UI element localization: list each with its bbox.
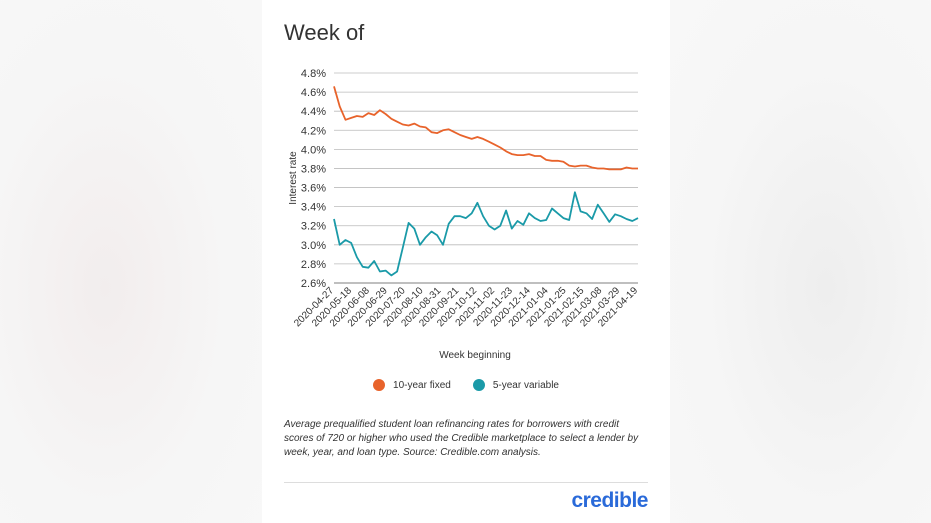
legend-item-fixed[interactable]: 10-year fixed — [373, 379, 451, 391]
y-tick-label: 4.6% — [301, 87, 326, 99]
y-tick-label: 3.2% — [301, 221, 326, 233]
y-tick-label: 4.4% — [301, 106, 326, 118]
grid-lines — [334, 72, 638, 284]
y-tick-label: 3.4% — [301, 202, 326, 214]
y-tick-label: 3.8% — [301, 163, 326, 175]
legend-dot-icon — [472, 379, 485, 391]
background-left — [0, 0, 262, 523]
y-tick-label: 4.0% — [301, 144, 326, 156]
y-axis-label: Interest rate — [288, 151, 299, 205]
y-tick-label: 3.6% — [301, 183, 326, 195]
y-tick-label: 3.0% — [301, 240, 326, 252]
chart-caption: Average prequalified student loan refina… — [284, 419, 639, 458]
legend-label-fixed: 10-year fixed — [393, 379, 451, 391]
background-right — [669, 0, 931, 523]
x-axis-label: Week beginning — [439, 350, 511, 361]
credible-logo[interactable]: credible — [571, 489, 648, 512]
divider — [284, 482, 648, 483]
series-line-10-year-fixed[interactable] — [333, 86, 638, 171]
chart-title: Week of — [284, 20, 365, 45]
chart-card: Week of 4.8% 4.6% 4.4% 4.2% 4.0% 3.8% 3.6% 3.4%… — [262, 0, 670, 523]
legend-dot-icon — [373, 379, 386, 391]
line-chart: 4.8% 4.6% 4.4% 4.2% 4.0% 3.8% 3.6% 3.4% 3.2% 3.0%… — [288, 68, 640, 361]
y-tick-label: 2.8% — [301, 259, 326, 271]
series-lines — [333, 86, 639, 277]
legend-item-variable[interactable]: 5-year variable — [472, 379, 559, 391]
series-line-5-year-variable[interactable] — [333, 191, 639, 277]
y-tick-label: 4.8% — [301, 68, 326, 80]
legend: 10-year fixed 5-year variable — [262, 379, 670, 391]
legend-label-variable: 5-year variable — [492, 379, 559, 391]
x-axis-ticks: 2020-04-272020-05-182020-06-082020-06-29… — [292, 285, 640, 329]
y-tick-label: 4.2% — [301, 125, 326, 137]
y-tick-label: 2.6% — [301, 278, 326, 290]
y-axis-ticks: 4.8% 4.6% 4.4% 4.2% 4.0% 3.8% 3.6% 3.4% 3.2% 3.0%… — [301, 68, 326, 290]
